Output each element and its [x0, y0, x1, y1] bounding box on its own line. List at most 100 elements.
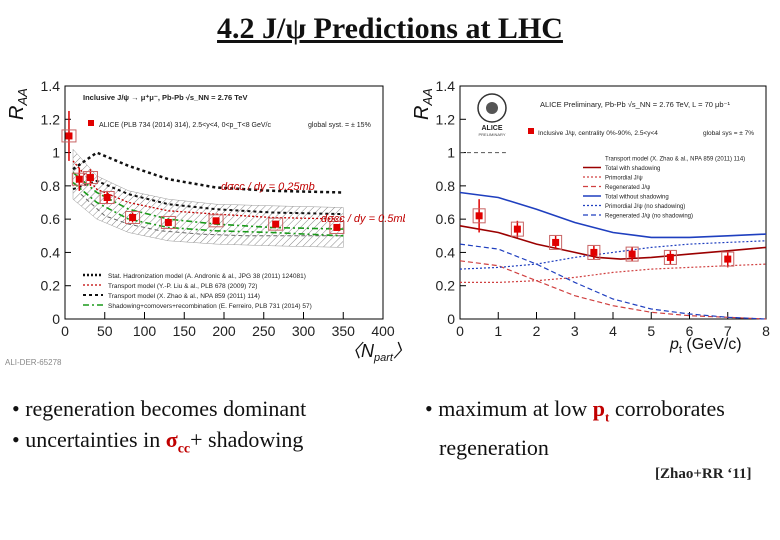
right-global-syst: global sys = ± 7% [703, 130, 754, 137]
data-point [164, 218, 172, 226]
right-data-label: Inclusive J/ψ, centrality 0%-90%, 2.5<y<… [538, 130, 658, 137]
x-tick-label: 100 [133, 323, 157, 339]
bullet-right-2: regeneration [439, 435, 549, 461]
data-syst-box [268, 217, 284, 231]
data-syst-box [99, 191, 115, 205]
data-syst-box [549, 234, 563, 250]
legend-label: Shadowing+comovers+recombination (E. Fer… [108, 303, 312, 310]
y-axis-label: RAA [6, 88, 30, 120]
x-axis-label: 〈Npart〉 [343, 341, 405, 364]
x-tick-label: 400 [371, 323, 395, 339]
y-tick-label: 0.8 [41, 178, 61, 194]
x-tick-label: 5 [647, 323, 655, 339]
bullets-right: • maximum at low pt corroborates regener… [425, 393, 775, 463]
y-tick-label: 1 [52, 145, 60, 161]
data-point [513, 225, 521, 233]
data-syst-box [587, 244, 601, 260]
bullet-right-1-post: corroborates [609, 396, 725, 421]
data-point [75, 175, 83, 183]
legend-label: Transport model (X. Zhao & al., NPA 859 … [108, 293, 260, 300]
alice-logo-ring [477, 93, 507, 123]
y-tick-label: 1.2 [436, 111, 456, 127]
figure-stamp: ALI-DER-65278 [5, 358, 62, 367]
data-syst-box [472, 208, 486, 224]
left-header-line1: Inclusive J/ψ → μ⁺μ⁻, Pb-Pb √s_NN = 2.76… [83, 93, 247, 102]
reference-citation: [Zhao+RR ‘11] [655, 466, 752, 482]
pt-symbol: p [592, 396, 606, 421]
bullet-right-1-pre: • maximum at low [425, 396, 593, 421]
x-tick-label: 300 [292, 323, 316, 339]
data-point [724, 255, 732, 263]
data-syst-box [329, 220, 345, 234]
chart-left-panel: 0 0.2 0.4 0.6 0.8 1 1.2 1.4 0 50 100 150 200 250 300 35… [3, 72, 411, 372]
right-legend-label: Regenerated J/ψ (no shadowing) [605, 214, 693, 220]
data-point [333, 223, 341, 231]
bullets-left: • regeneration becomes dominant • uncert… [12, 393, 392, 464]
bullet-left-2-post: + shadowing [190, 427, 304, 452]
x-tick-label: 200 [212, 323, 236, 339]
legend-label: Stat. Hadronization model (A. Andronic &… [108, 273, 306, 280]
legend-label: Transport model (Y.-P. Liu & al., PLB 67… [108, 283, 257, 290]
y-tick-label: 0.6 [41, 211, 61, 227]
right-legend-data-marker [528, 128, 534, 134]
plot-frame [459, 85, 767, 320]
x-tick-label: 50 [97, 323, 113, 339]
alice-logo-core [486, 102, 498, 114]
annotation-025mb: dσcc / dy = 0.25mb [221, 181, 315, 193]
alice-logo-subtext: PRELIMINARY [478, 132, 505, 137]
curve-7 [459, 243, 767, 320]
y-tick-label: 0.2 [436, 278, 456, 294]
y-tick-label: 0.4 [41, 244, 61, 260]
data-point [103, 194, 111, 202]
y-tick-label: 1.4 [436, 78, 456, 94]
y-tick-label: 1.4 [41, 78, 61, 94]
bullet-left-1: • regeneration becomes dominant [12, 396, 307, 421]
bullet-left-2-pre: • uncertainties in [12, 427, 166, 452]
y-tick-label: 0.8 [436, 178, 456, 194]
x-tick-label: 150 [173, 323, 197, 339]
data-syst-box [721, 251, 735, 267]
data-point [65, 132, 73, 140]
x-tick-label: 2 [533, 323, 541, 339]
curve-5 [459, 191, 767, 239]
sigma-symbol: σ [165, 427, 178, 452]
data-syst-box [625, 246, 639, 262]
y-tick-label: 0 [447, 311, 455, 327]
right-legend-label: Primordial J/ψ [605, 176, 643, 182]
x-tick-label: 250 [252, 323, 276, 339]
right-legend-label: Primordial J/ψ (no shadowing) [605, 204, 685, 210]
x-tick-label: 4 [609, 323, 617, 339]
x-tick-label: 1 [494, 323, 502, 339]
data-point [475, 212, 483, 220]
y-axis-label: RAA [411, 88, 435, 120]
left-global-syst: global syst. = ± 15% [308, 122, 371, 129]
chart-right-svg: 0 0.2 0.4 0.6 0.8 1 1.2 1.4 0 1 2 3 4 5 6 7 8 RAA ALICEPRE… [411, 78, 770, 356]
curve-6 [459, 240, 767, 270]
bullet-left-2: • uncertainties in σcc+ shadowing [12, 424, 392, 464]
x-tick-label: 0 [456, 323, 464, 339]
curve-zhao-lower [72, 179, 344, 216]
uncertainty-band-hatched [72, 148, 344, 248]
annotation-05mb: dσcc / dy = 0.5mb [321, 213, 405, 225]
curve-2 [459, 225, 767, 260]
alice-logo-text: ALICE [482, 125, 503, 132]
data-syst-box [208, 214, 224, 228]
chart-right-panel: 0 0.2 0.4 0.6 0.8 1 1.2 1.4 0 1 2 3 4 5 6 7 8 RAA ALICE PRE… [408, 72, 780, 372]
curve-3 [460, 263, 767, 283]
curve-stat-hadronization [80, 193, 344, 237]
curve-4 [459, 260, 767, 320]
bullet-right-1: • maximum at low pt corroborates [425, 393, 775, 432]
curve-ferreiro-lower [72, 181, 344, 237]
data-syst-box [160, 215, 176, 229]
x-tick-label: 6 [686, 323, 694, 339]
x-tick-label: 0 [61, 323, 69, 339]
data-syst-box [61, 129, 77, 143]
data-point [272, 220, 280, 228]
data-syst-box [125, 210, 141, 224]
curve-liu [72, 160, 344, 220]
data-syst-box [82, 171, 98, 185]
x-tick-label: 350 [332, 323, 356, 339]
data-point [129, 213, 137, 221]
y-tick-label: 1 [447, 145, 455, 161]
y-tick-label: 0.4 [436, 244, 456, 260]
